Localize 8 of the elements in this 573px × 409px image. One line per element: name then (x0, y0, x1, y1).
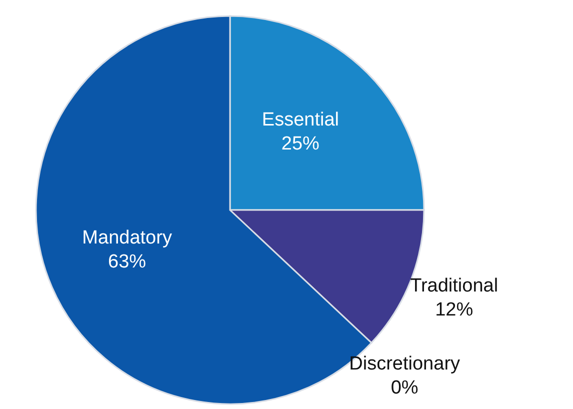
category-label: Discretionary (349, 354, 460, 375)
data-label: 63% (108, 251, 146, 272)
slice-label: Traditional (410, 276, 498, 297)
slice-label: Essential (262, 110, 340, 131)
slice-label: Mandatory (82, 227, 172, 248)
text: 0% (390, 378, 418, 399)
data-label: 25% (281, 134, 320, 155)
data-label: 12% (435, 300, 474, 321)
